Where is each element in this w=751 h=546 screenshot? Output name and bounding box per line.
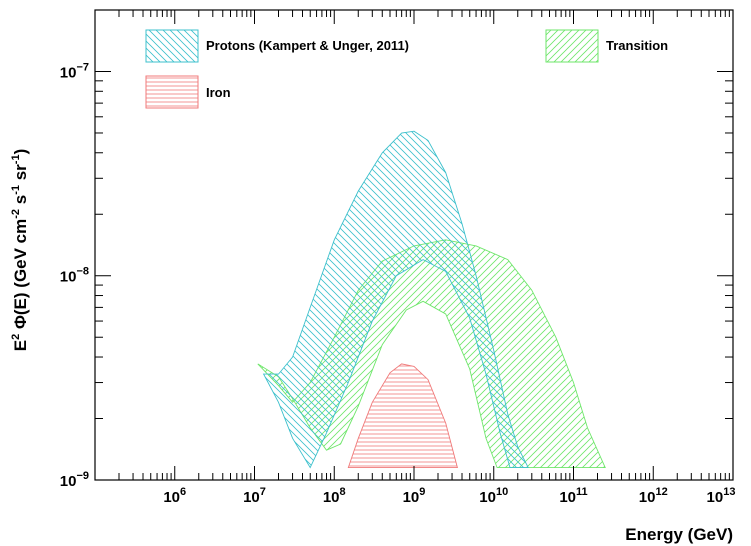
y-tick-label-base: 10 xyxy=(60,64,77,81)
y-title-text: Φ(E) (GeV cm xyxy=(11,219,30,334)
x-tick-label-exponent: 11 xyxy=(576,486,588,498)
y-tick-label: 10−7 xyxy=(60,61,89,81)
area-protons-kampert-unger xyxy=(262,130,529,469)
series-areas xyxy=(257,130,606,469)
legend: Protons (Kampert & Unger, 2011) Iron Trans… xyxy=(145,29,668,109)
y-title-exponent: -2 xyxy=(10,209,22,219)
y-title-text: ) xyxy=(11,149,30,155)
x-tick-label-exponent: 13 xyxy=(723,486,735,498)
y-tick-label-exponent: −8 xyxy=(76,266,89,278)
y-tick-label: 10−8 xyxy=(60,266,89,286)
axis-titles: Energy (GeV)E2 Φ(E) (GeV cm-2 s-1 sr-1) xyxy=(10,149,733,544)
y-tick-label: 10−9 xyxy=(60,470,89,490)
x-tick-label: 109 xyxy=(403,486,426,506)
x-tick-label: 1013 xyxy=(707,486,736,506)
y-title-text: sr xyxy=(11,164,30,185)
legend-label-protons-kampert-unger: Protons (Kampert & Unger, 2011) xyxy=(206,38,409,53)
x-tick-label-exponent: 8 xyxy=(340,486,346,498)
y-tick-label-base: 10 xyxy=(60,269,77,286)
x-tick-label-exponent: 9 xyxy=(419,486,425,498)
legend-swatch-protons-kampert-unger xyxy=(145,29,199,63)
y-title-exponent: 2 xyxy=(10,334,22,340)
x-tick-label: 1010 xyxy=(479,486,508,506)
x-tick-label-base: 10 xyxy=(323,489,340,506)
x-tick-label: 106 xyxy=(163,486,186,506)
x-tick-label: 1012 xyxy=(639,486,668,506)
x-tick-label-exponent: 10 xyxy=(496,486,508,498)
legend-label-transition: Transition xyxy=(606,38,668,53)
x-tick-label-base: 10 xyxy=(639,489,656,506)
area-iron xyxy=(347,363,458,469)
x-tick-label-base: 10 xyxy=(559,489,576,506)
x-tick-label-exponent: 6 xyxy=(180,486,186,498)
x-tick-label-base: 10 xyxy=(479,489,496,506)
x-tick-label: 107 xyxy=(243,486,266,506)
legend-label-iron: Iron xyxy=(206,85,231,100)
y-title-exponent: -1 xyxy=(10,185,22,195)
y-tick-label-exponent: −7 xyxy=(76,61,89,73)
y-title-text: E xyxy=(11,340,30,351)
y-tick-label-exponent: −9 xyxy=(76,470,89,482)
x-tick-label-base: 10 xyxy=(707,489,724,506)
legend-swatch-iron xyxy=(145,75,199,109)
x-tick-label: 108 xyxy=(323,486,346,506)
x-tick-label-base: 10 xyxy=(403,489,420,506)
y-title-exponent: -1 xyxy=(10,154,22,164)
y-title-text: s xyxy=(11,195,30,209)
x-tick-label-exponent: 12 xyxy=(655,486,667,498)
x-axis-title: Energy (GeV) xyxy=(625,525,733,544)
legend-swatch-transition xyxy=(545,29,599,63)
y-axis-title: E2 Φ(E) (GeV cm-2 s-1 sr-1) xyxy=(10,149,30,352)
x-tick-label-base: 10 xyxy=(163,489,180,506)
x-tick-label: 1011 xyxy=(559,486,587,506)
x-tick-label-base: 10 xyxy=(243,489,260,506)
x-tick-label-exponent: 7 xyxy=(260,486,266,498)
y-tick-label-base: 10 xyxy=(60,473,77,490)
